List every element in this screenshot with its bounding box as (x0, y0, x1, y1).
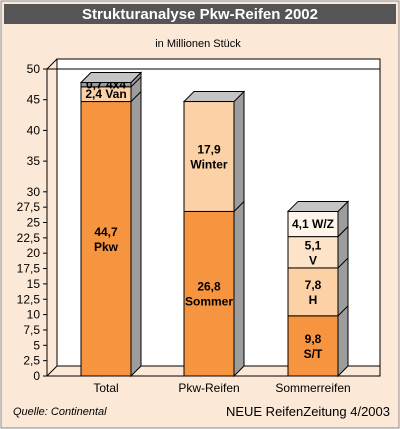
segment-value-label: 9,8 (305, 332, 322, 346)
segment-name-label: V (309, 253, 317, 267)
segment-side (233, 200, 245, 378)
segment-side (337, 304, 349, 378)
segment-name-label: S/T (304, 347, 323, 361)
segment-label: 2,4 Van (85, 87, 126, 101)
floor-edge (46, 365, 58, 377)
category-label: Sommerreifen (275, 381, 350, 395)
segment-face (287, 236, 339, 269)
bar-segment: 5,1V (287, 225, 349, 270)
y-tick-label: 30 (27, 185, 41, 199)
publication-credit: NEUE ReifenZeitung 4/2003 (226, 404, 390, 419)
segment-face (287, 210, 339, 238)
y-tick-label: 50 (27, 62, 41, 76)
y-tick-label: 20 (27, 246, 41, 260)
y-tick-label: 22,5 (17, 231, 41, 245)
bar-segment: 4,1 W/Z (287, 200, 349, 238)
segment-value-label: 7,8 (305, 278, 322, 292)
segment-side (130, 90, 142, 378)
segment-face (287, 315, 339, 377)
unit-label: in Millionen Stück (155, 38, 241, 50)
bar-segment: 2,4 Van (80, 75, 142, 103)
chart-title: Strukturanalyse Pkw-Reifen 2002 (82, 6, 318, 23)
x-axis: Total Pkw-Reifen Sommerreifen (93, 381, 350, 395)
y-tick-label: 12,5 (17, 292, 41, 306)
y-tick-label: 7,5 (23, 323, 40, 337)
title-bar (4, 4, 396, 24)
y-tick-label: 35 (27, 154, 41, 168)
segment-value-label: 44,7 (94, 225, 118, 239)
wall-edge (46, 58, 58, 70)
source-note: Quelle: Continental (13, 406, 107, 418)
category-label: Pkw-Reifen (178, 381, 239, 395)
y-tick-label: 25 (27, 216, 41, 230)
segment-name-label: Pkw (94, 240, 119, 254)
category-label: Total (93, 381, 118, 395)
y-tick-label: 27,5 (17, 200, 41, 214)
segment-value-label: 5,1 (305, 238, 322, 252)
y-tick-label: 0 (33, 369, 40, 383)
bar-top (286, 200, 350, 212)
segment-value-label: 26,8 (197, 280, 221, 294)
y-tick-label: 5 (33, 338, 40, 352)
segment-name-label: H (309, 293, 318, 307)
y-tick-label: 15 (27, 277, 41, 291)
segment-label: 4,1 W/Z (292, 217, 334, 231)
bar-segment: 9,8S/T (287, 304, 349, 378)
segment-side (233, 90, 245, 213)
y-tick-label: 45 (27, 93, 41, 107)
segment-face (80, 101, 132, 377)
bar-top (79, 72, 143, 84)
y-tick-label: 40 (27, 123, 41, 137)
segment-face (287, 267, 339, 317)
y-tick-label: 2,5 (23, 354, 40, 368)
y-tick-label: 10 (27, 308, 41, 322)
bar-top (182, 91, 246, 103)
y-tick-label: 17,5 (17, 262, 41, 276)
segment-name-label: Winter (190, 157, 228, 171)
segment-value-label: 17,9 (197, 142, 221, 156)
segment-name-label: Sommer (185, 295, 233, 309)
